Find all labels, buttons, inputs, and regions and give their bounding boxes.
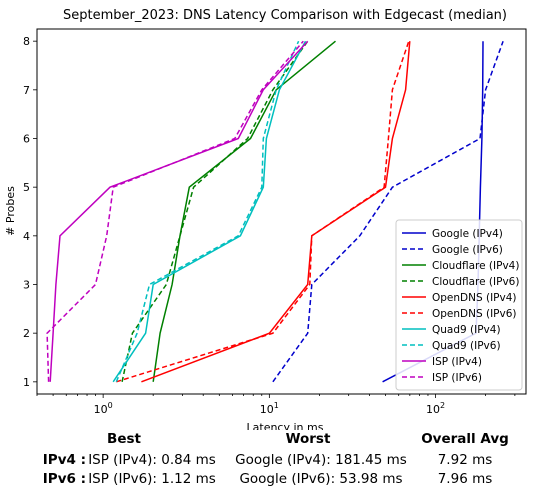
legend-label-cloudflare-ipv6: Cloudflare (IPv6) xyxy=(432,276,519,288)
summary-ipv4-best: ISP (IPv4): 0.84 ms xyxy=(88,452,216,468)
legend-label-quad9-ipv4: Quad9 (IPv4) xyxy=(432,324,501,336)
summary-ipv6-best: ISP (IPv6): 1.12 ms xyxy=(88,471,216,487)
legend-label-opendns-ipv6: OpenDNS (IPv6) xyxy=(432,308,517,320)
summary-ipv4-avg: 7.92 ms xyxy=(437,452,493,468)
summary-row-ipv4-label: IPv4 : xyxy=(42,452,86,468)
legend-label-google-ipv4: Google (IPv4) xyxy=(432,228,503,240)
summary-table: Best Worst Overall Avg IPv4 : ISP (IPv4)… xyxy=(0,428,541,496)
series-line-cloudflare-ipv6 xyxy=(121,40,309,382)
series-line-opendns-ipv6 xyxy=(116,40,410,383)
chart-title: September_2023: DNS Latency Comparison w… xyxy=(63,8,507,23)
series-line-cloudflare-ipv4 xyxy=(152,40,336,382)
x-tick-label: 102 xyxy=(426,401,445,416)
x-tick-label: 100 xyxy=(94,401,113,416)
latency-chart: September_2023: DNS Latency Comparison w… xyxy=(4,8,527,430)
y-tick-label: 3 xyxy=(23,279,30,292)
y-tick-label: 4 xyxy=(23,230,30,243)
y-tick-label: 7 xyxy=(23,84,30,97)
plot-lines xyxy=(46,40,504,383)
summary-header-avg: Overall Avg xyxy=(421,431,509,447)
legend-box xyxy=(395,219,523,391)
summary-header-best: Best xyxy=(107,431,141,447)
plot-frame xyxy=(36,28,527,395)
y-axis-ticks: 1 2 3 4 5 6 7 8 xyxy=(23,35,37,389)
legend-label-opendns-ipv4: OpenDNS (IPv4) xyxy=(432,292,517,304)
series-line-isp-ipv4 xyxy=(49,40,309,382)
legend-label-isp-ipv6: ISP (IPv6) xyxy=(432,372,482,384)
summary-ipv4-worst: Google (IPv4): 181.45 ms xyxy=(235,452,407,468)
summary-ipv6-avg: 7.96 ms xyxy=(437,471,493,487)
series-line-opendns-ipv4 xyxy=(141,41,411,383)
y-tick-label: 8 xyxy=(23,35,30,48)
series-line-isp-ipv6 xyxy=(46,40,304,382)
series-line-quad9-ipv4 xyxy=(112,40,307,383)
x-axis-ticks: 100 101 102 xyxy=(36,394,516,416)
summary-ipv6-worst: Google (IPv6): 53.98 ms xyxy=(239,471,403,487)
legend-label-isp-ipv4: ISP (IPv4) xyxy=(432,356,482,368)
series-line-google-ipv6 xyxy=(272,40,504,383)
legend-label-google-ipv6: Google (IPv6) xyxy=(432,244,503,256)
y-tick-label: 6 xyxy=(23,133,30,146)
summary-row-ipv6-label: IPv6 : xyxy=(42,471,86,487)
legend: Google (IPv4) Google (IPv6) Cloudflare (IP… xyxy=(395,219,523,391)
x-axis-label: Latency in ms xyxy=(247,421,324,430)
legend-label-cloudflare-ipv4: Cloudflare (IPv4) xyxy=(432,260,519,272)
y-tick-label: 1 xyxy=(23,376,30,389)
y-tick-label: 2 xyxy=(23,327,30,340)
y-tick-label: 5 xyxy=(23,181,30,194)
summary-header-worst: Worst xyxy=(285,431,331,447)
y-axis-label: # Probes xyxy=(4,186,17,236)
x-tick-label: 101 xyxy=(260,401,279,416)
legend-label-quad9-ipv6: Quad9 (IPv6) xyxy=(432,340,501,352)
